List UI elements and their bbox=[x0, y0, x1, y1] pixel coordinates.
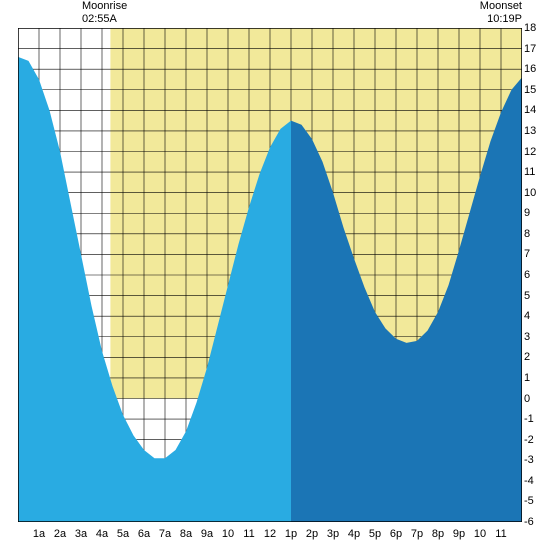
x-tick-label: 8a bbox=[180, 528, 192, 540]
x-tick-label: 7a bbox=[159, 528, 171, 540]
y-tick-label: 15 bbox=[524, 84, 536, 96]
y-tick-label: 13 bbox=[524, 125, 536, 137]
top-labels: Moonrise 02:55A Moonset 10:19P bbox=[0, 0, 550, 28]
moonrise-block: Moonrise 02:55A bbox=[82, 0, 127, 26]
y-tick-label: 3 bbox=[524, 331, 530, 343]
y-tick-label: 12 bbox=[524, 146, 536, 158]
y-tick-label: -3 bbox=[524, 454, 534, 466]
x-tick-label: 2a bbox=[54, 528, 66, 540]
y-tick-label: 1 bbox=[524, 372, 530, 384]
x-tick-label: 11 bbox=[243, 528, 254, 540]
moonset-label: Moonset bbox=[480, 0, 522, 13]
moonset-time: 10:19P bbox=[480, 13, 522, 26]
y-tick-label: 6 bbox=[524, 269, 530, 281]
x-tick-label: 2p bbox=[306, 528, 318, 540]
y-tick-label: 17 bbox=[524, 43, 536, 55]
x-tick-label: 9a bbox=[201, 528, 213, 540]
x-tick-label: 11 bbox=[495, 528, 506, 540]
y-tick-label: 2 bbox=[524, 351, 530, 363]
y-tick-label: 7 bbox=[524, 248, 530, 260]
y-tick-label: 8 bbox=[524, 228, 530, 240]
x-tick-label: 12 bbox=[264, 528, 276, 540]
x-tick-label: 5a bbox=[117, 528, 129, 540]
x-tick-label: 10 bbox=[474, 528, 486, 540]
y-tick-label: -1 bbox=[524, 413, 534, 425]
y-tick-label: 5 bbox=[524, 290, 530, 302]
x-tick-label: 10 bbox=[222, 528, 234, 540]
x-tick-label: 9p bbox=[453, 528, 465, 540]
y-tick-label: 18 bbox=[524, 22, 536, 34]
tide-chart: Moonrise 02:55A Moonset 10:19P -6 -5 -4 -3 -… bbox=[0, 0, 550, 550]
x-tick-label: 6a bbox=[138, 528, 150, 540]
y-tick-label: -2 bbox=[524, 434, 534, 446]
x-tick-label: 4p bbox=[348, 528, 360, 540]
y-tick-label: 0 bbox=[524, 393, 530, 405]
x-tick-label: 1p bbox=[285, 528, 297, 540]
x-tick-label: 5p bbox=[369, 528, 381, 540]
moonrise-label: Moonrise bbox=[82, 0, 127, 13]
x-tick-label: 3p bbox=[327, 528, 339, 540]
y-tick-label: 11 bbox=[524, 166, 535, 178]
y-tick-label: -6 bbox=[524, 516, 534, 528]
x-tick-label: 4a bbox=[96, 528, 108, 540]
x-tick-label: 1a bbox=[33, 528, 45, 540]
x-tick-label: 6p bbox=[390, 528, 402, 540]
x-axis-labels: 1a 2a 3a 4a 5a 6a 7a 8a 9a 10 11 12 1p 2p 3p 4p 5p 6p 7p 8p… bbox=[18, 528, 522, 544]
y-tick-label: 10 bbox=[524, 187, 536, 199]
y-axis-labels: -6-5-4-3-2-10123456789101112131415161718 bbox=[524, 28, 546, 522]
y-tick-label: 14 bbox=[524, 104, 536, 116]
x-tick-label: 3a bbox=[75, 528, 87, 540]
plot-area bbox=[18, 28, 522, 522]
x-tick-label: 7p bbox=[411, 528, 423, 540]
moonset-block: Moonset 10:19P bbox=[480, 0, 522, 26]
y-tick-label: -4 bbox=[524, 475, 534, 487]
moonrise-time: 02:55A bbox=[82, 13, 127, 26]
x-tick-label: 8p bbox=[432, 528, 444, 540]
y-tick-label: -5 bbox=[524, 495, 534, 507]
y-tick-label: 16 bbox=[524, 63, 536, 75]
y-tick-label: 4 bbox=[524, 310, 530, 322]
y-tick-label: 9 bbox=[524, 207, 530, 219]
